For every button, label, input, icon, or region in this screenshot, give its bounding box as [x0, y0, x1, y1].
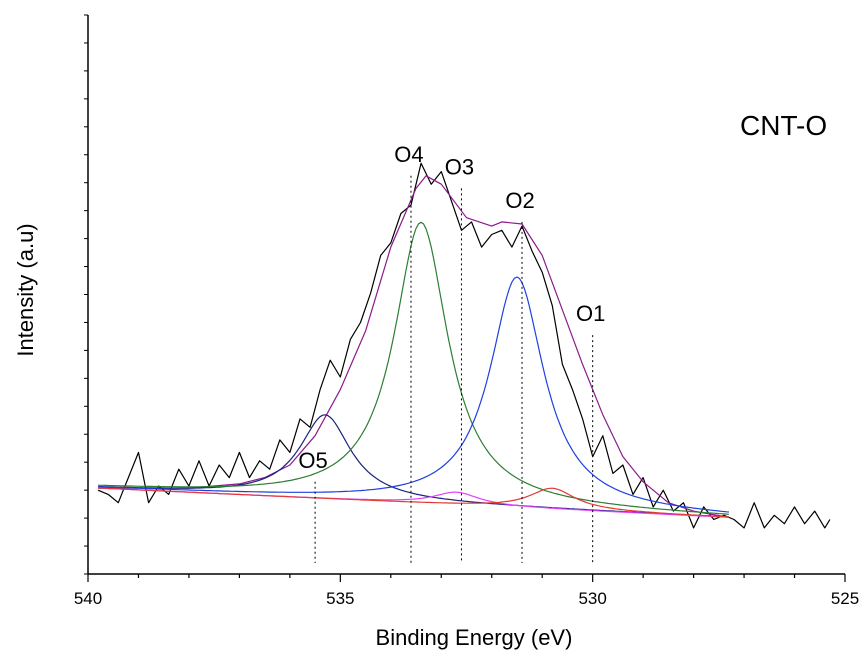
- peak-label-o1: O1: [576, 301, 605, 326]
- y-axis-title: Intensity (a.u): [13, 223, 38, 356]
- peak-markers: O1 O2 O3 O4 O5: [298, 142, 605, 563]
- x-ticks: 540 535 530 525: [74, 574, 859, 608]
- x-tick-label: 535: [326, 589, 354, 608]
- series-O1-fit: [98, 487, 729, 518]
- peak-label-o4: O4: [394, 142, 423, 167]
- x-tick-label: 540: [74, 589, 102, 608]
- series-envelope: [98, 175, 730, 518]
- plot-area: [97, 162, 831, 529]
- x-axis-title: Binding Energy (eV): [376, 625, 573, 650]
- series-O4-fit: [98, 221, 729, 515]
- series-O2-fit: [98, 276, 729, 513]
- sample-label: CNT-O: [740, 110, 827, 141]
- peak-label-o2: O2: [505, 188, 534, 213]
- peak-label-o3: O3: [445, 154, 474, 179]
- peak-label-o5: O5: [298, 448, 327, 473]
- y-ticks: [84, 14, 88, 575]
- series-raw: [97, 162, 831, 529]
- x-tick-label: 525: [831, 589, 859, 608]
- x-tick-label: 530: [578, 589, 606, 608]
